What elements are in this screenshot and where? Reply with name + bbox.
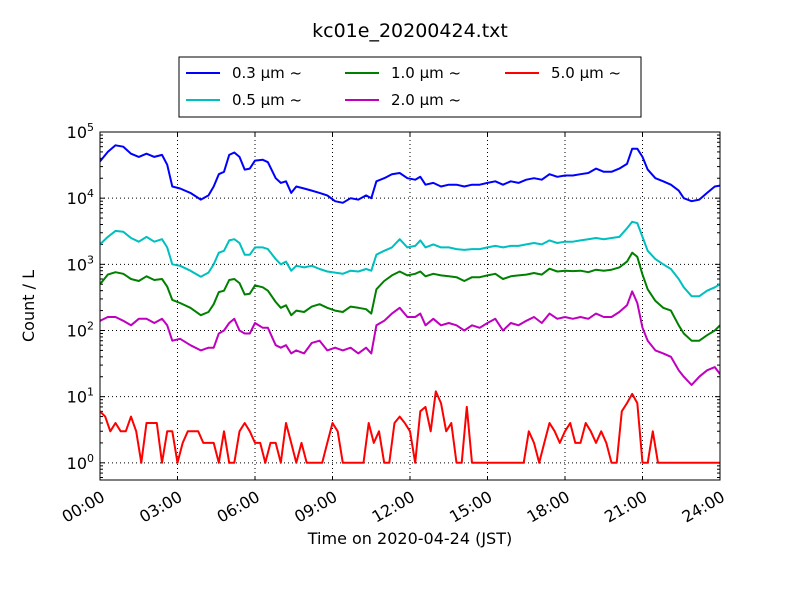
plot-area-frame [99, 131, 721, 481]
legend-label: 1.0 μm ~ [391, 64, 461, 82]
y-tick-label: 100 [67, 452, 94, 473]
series-line-1 [100, 144, 720, 204]
series-line-4 [100, 290, 720, 386]
series-line-2 [100, 220, 720, 298]
y-tick-label: 102 [67, 319, 94, 340]
data-series [100, 144, 720, 464]
y-tick-label: 105 [67, 121, 94, 142]
y-tick-label: 101 [67, 386, 94, 407]
legend-box [178, 56, 642, 118]
series-line-3 [100, 251, 720, 342]
legend: 0.3 μm ~ 0.5 μm ~ 1.0 μm ~ 2.0 μm ~ 5.0 μm ~ [178, 56, 642, 118]
y-tick-label: 103 [67, 253, 94, 274]
legend-label: 0.3 μm ~ [232, 64, 302, 82]
y-tick-labels: 100 101 102 103 104 105 [67, 121, 94, 473]
legend-label: 5.0 μm ~ [551, 64, 621, 82]
legend-label: 2.0 μm ~ [391, 91, 461, 109]
x-axis-label: Time on 2020-04-24 (JST) [307, 529, 512, 548]
chart-title: kc01e_20200424.txt [312, 20, 508, 42]
series-line-5 [100, 390, 720, 464]
y-axis-label: Count / L [19, 270, 38, 342]
legend-label: 0.5 μm ~ [232, 91, 302, 109]
y-tick-label: 104 [67, 187, 94, 208]
